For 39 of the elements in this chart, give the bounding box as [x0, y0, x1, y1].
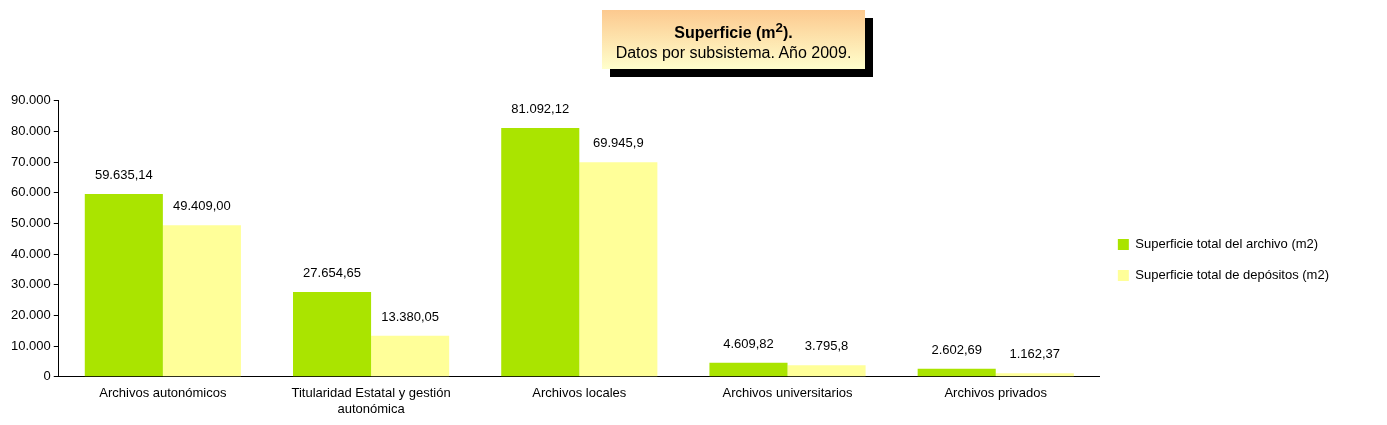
legend-label: Superficie total del archivo (m2): [1135, 236, 1319, 252]
x-tick-label: Titularidad Estatal y gestión autonómica: [291, 385, 451, 416]
bar: [579, 162, 658, 377]
bar: [917, 368, 996, 377]
data-label: 13.380,05: [381, 308, 440, 324]
x-tick-label: Archivos universitarios: [722, 385, 854, 401]
data-label: 2.602,69: [931, 341, 982, 357]
y-tick-label: 90.000: [11, 92, 51, 108]
y-tick-label: 40.000: [11, 245, 51, 261]
y-tick-label: 10.000: [11, 337, 51, 353]
data-label: 27.654,65: [303, 265, 361, 281]
legend-label: Superficie total de depósitos (m2): [1135, 267, 1329, 283]
y-tick-label: 50.000: [11, 215, 51, 231]
bar: [162, 225, 241, 377]
data-label: 81.092,12: [511, 101, 570, 117]
chart-title: Superficie (m$^{2}$).: [673, 19, 794, 44]
y-tick-label: 30.000: [11, 276, 51, 292]
x-tick-label: Archivos privados: [944, 385, 1048, 401]
bar: [501, 128, 580, 377]
data-label: 3.795,8: [804, 338, 849, 354]
bar: [293, 291, 372, 377]
y-tick-label: 80.000: [11, 123, 51, 139]
data-label: 69.945,9: [593, 135, 644, 151]
y-tick-label: 20.000: [11, 307, 51, 323]
bar: [84, 193, 163, 377]
x-tick-label: Archivos locales: [532, 385, 627, 401]
data-label: 49.409,00: [172, 198, 231, 214]
bar: [995, 373, 1074, 377]
bar: [709, 362, 788, 377]
bar: [371, 335, 450, 377]
x-tick-label: Archivos autonómicos: [99, 385, 227, 401]
chart-subtitle: Datos por subsistema. Año 2009.: [615, 43, 852, 64]
data-label: 1.162,37: [1009, 346, 1061, 362]
bar: [787, 365, 866, 377]
data-label: 4.609,82: [723, 335, 774, 351]
y-tick-label: 70.000: [11, 153, 51, 169]
data-label: 59.635,14: [94, 167, 153, 182]
y-tick-label: 0: [43, 368, 51, 384]
y-tick-label: 60.000: [11, 184, 51, 200]
